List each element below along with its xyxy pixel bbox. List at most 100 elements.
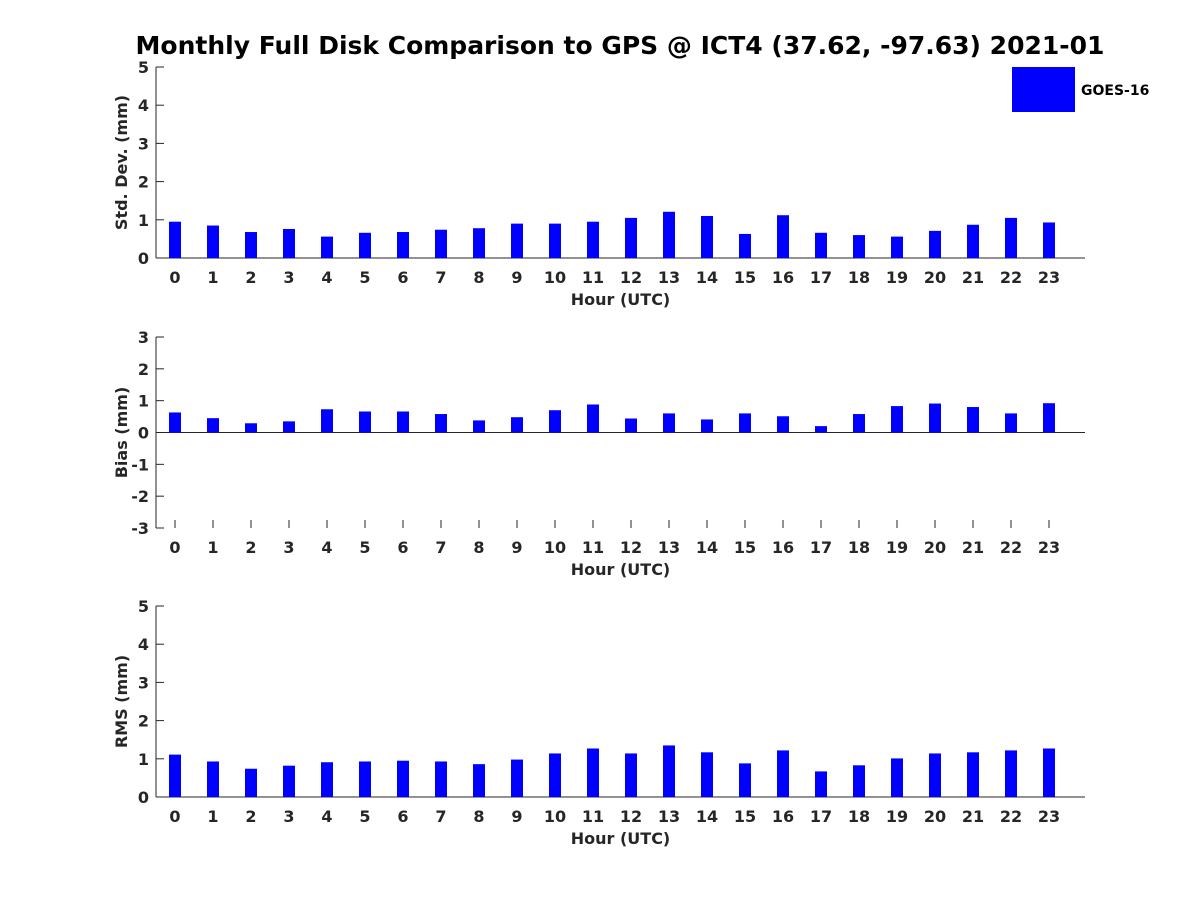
bar [853,414,865,433]
y-tick-label: 2 [138,173,149,192]
bar [967,224,979,258]
x-axis-label: Hour (UTC) [571,829,671,848]
x-tick-label: 6 [397,268,408,287]
x-tick-label: 15 [734,538,756,557]
bar [739,413,751,433]
y-tick-label: 0 [138,249,149,268]
bar [473,764,485,797]
y-tick-label: 0 [138,788,149,807]
y-tick-label: -3 [131,519,149,538]
y-tick-label: 5 [138,58,149,77]
x-tick-label: 18 [848,268,870,287]
bar [967,752,979,797]
chart-title: Monthly Full Disk Comparison to GPS @ IC… [136,31,1105,60]
x-tick-label: 23 [1038,268,1060,287]
bar [967,407,979,433]
x-tick-label: 2 [245,268,256,287]
y-tick-label: 0 [138,424,149,443]
x-tick-label: 16 [772,807,794,826]
legend: GOES-16 [1012,67,1149,112]
x-tick-label: 1 [207,538,218,557]
bar [283,228,295,258]
x-tick-label: 10 [544,268,566,287]
x-tick-label: 15 [734,268,756,287]
bar [245,768,257,797]
bar [625,753,637,797]
x-tick-label: 20 [924,538,946,557]
x-tick-label: 22 [1000,268,1022,287]
bar [663,211,675,258]
x-tick-label: 17 [810,807,832,826]
bar [777,416,789,433]
x-tick-label: 8 [473,807,484,826]
x-tick-label: 20 [924,807,946,826]
x-tick-label: 9 [511,807,522,826]
y-tick-label: 1 [138,750,149,769]
x-tick-label: 8 [473,538,484,557]
y-tick-label: 5 [138,597,149,616]
x-tick-label: 23 [1038,807,1060,826]
x-tick-label: 22 [1000,807,1022,826]
x-tick-label: 14 [696,538,718,557]
x-tick-label: 19 [886,268,908,287]
bar [587,748,599,797]
bar [359,761,371,797]
bar [929,753,941,797]
x-tick-label: 11 [582,268,604,287]
x-tick-label: 1 [207,268,218,287]
bar [891,236,903,258]
y-axis-label: Std. Dev. (mm) [112,95,131,230]
x-tick-label: 3 [283,268,294,287]
x-tick-label: 0 [169,807,180,826]
bar [169,221,181,258]
bar [1043,403,1055,433]
x-tick-label: 1 [207,807,218,826]
bar [891,758,903,797]
y-tick-label: 4 [138,96,149,115]
bar [283,765,295,797]
bar [1043,748,1055,797]
bar [739,763,751,797]
x-tick-label: 2 [245,538,256,557]
bar [1005,750,1017,797]
x-tick-label: 5 [359,807,370,826]
bar [853,235,865,258]
bar [321,236,333,258]
x-tick-label: 9 [511,538,522,557]
x-tick-label: 11 [582,538,604,557]
x-tick-label: 17 [810,268,832,287]
bar [435,414,447,433]
y-tick-label: -1 [131,455,149,474]
x-tick-label: 12 [620,268,642,287]
bar [587,221,599,258]
bar [625,418,637,433]
x-tick-label: 18 [848,538,870,557]
bar [321,762,333,797]
x-tick-label: 10 [544,807,566,826]
x-tick-label: 13 [658,807,680,826]
y-tick-label: 2 [138,360,149,379]
bar [701,215,713,258]
bar [663,413,675,433]
x-tick-label: 6 [397,807,408,826]
y-axis-label: RMS (mm) [112,655,131,748]
x-tick-label: 4 [321,268,332,287]
y-tick-label: -2 [131,487,149,506]
x-tick-label: 3 [283,538,294,557]
bar [321,409,333,433]
bar [169,754,181,797]
bar [245,232,257,258]
x-tick-label: 21 [962,807,984,826]
x-tick-label: 4 [321,538,332,557]
bar [663,745,675,797]
x-tick-label: 14 [696,268,718,287]
x-tick-label: 12 [620,538,642,557]
bar [359,232,371,258]
x-tick-label: 5 [359,268,370,287]
bar [701,419,713,433]
bar [815,426,827,433]
bar [397,760,409,797]
x-tick-label: 19 [886,807,908,826]
y-tick-label: 3 [138,328,149,347]
